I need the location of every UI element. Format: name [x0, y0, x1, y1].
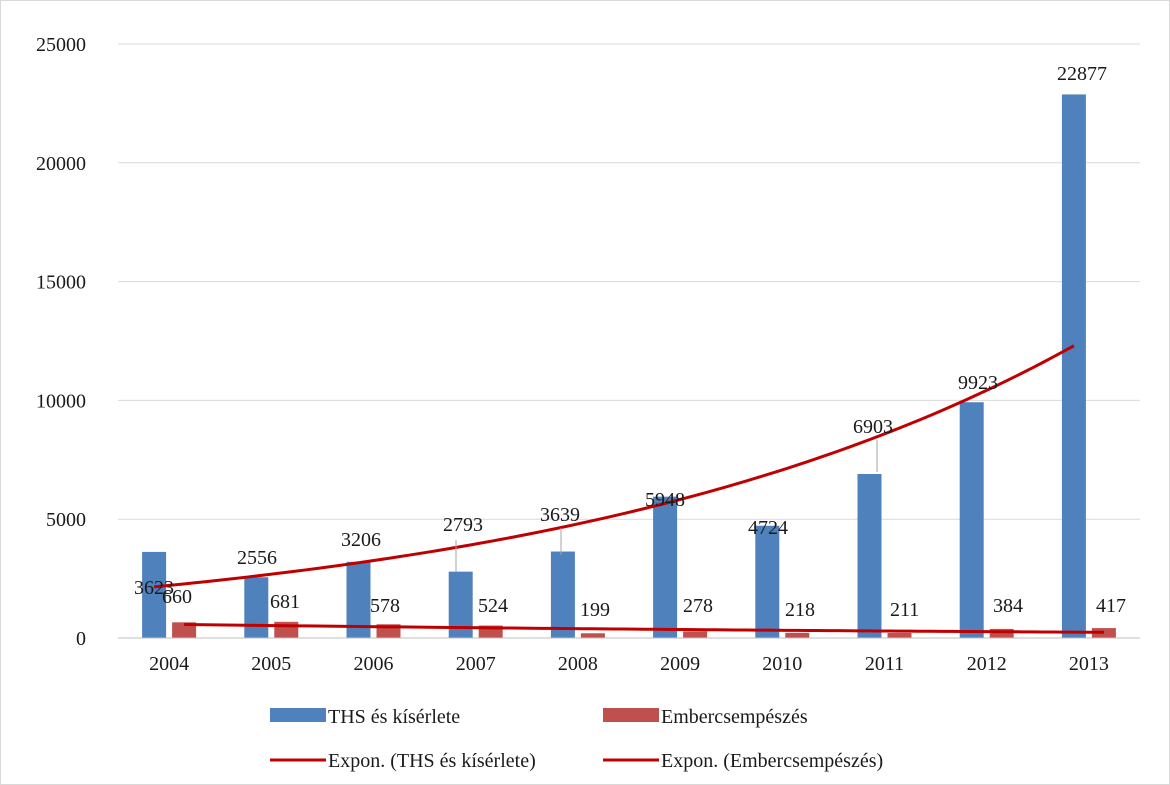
x-tick-label: 2009 [660, 653, 700, 675]
data-label-embercsempeszes: 218 [785, 599, 815, 621]
bar-ths [653, 496, 678, 638]
trendline-ths [153, 344, 1075, 589]
y-tick-label: 10000 [36, 390, 86, 412]
data-label-ths: 2793 [443, 514, 483, 536]
bar-ths [857, 473, 882, 638]
y-tick-label: 15000 [36, 272, 86, 294]
x-tick-label: 2006 [354, 653, 394, 675]
x-tick-label: 2007 [456, 653, 496, 675]
bar-ths [755, 525, 780, 638]
y-tick-label: 5000 [46, 509, 86, 531]
data-label-embercsempeszes: 578 [370, 595, 400, 617]
data-label-embercsempeszes: 681 [270, 591, 300, 613]
x-tick-label: 2013 [1069, 653, 1109, 675]
x-tick-label: 2012 [967, 653, 1007, 675]
data-label-embercsempeszes: 384 [993, 595, 1023, 617]
data-label-ths: 3639 [540, 504, 580, 526]
data-label-ths: 4724 [748, 517, 788, 539]
x-tick-label: 2004 [149, 653, 189, 675]
legend-swatch-embercsempeszes [603, 708, 659, 722]
bar-embercsempeszes [989, 628, 1014, 638]
legend-label-embercsempeszes: Embercsempészés [661, 706, 808, 728]
x-tick-label: 2010 [762, 653, 802, 675]
data-label-ths: 3206 [341, 529, 381, 551]
bar-ths [1061, 94, 1086, 638]
data-label-ths: 6903 [853, 416, 893, 438]
y-tick-label: 20000 [36, 153, 86, 175]
x-tick-label: 2008 [558, 653, 598, 675]
x-tick-label: 2011 [865, 653, 904, 675]
data-label-ths: 22877 [1057, 63, 1107, 85]
data-label-ths: 3623 [134, 577, 174, 599]
data-label-ths: 2556 [237, 547, 277, 569]
bar-embercsempeszes [172, 622, 197, 638]
bar-ths [142, 551, 167, 638]
data-label-embercsempeszes: 660 [162, 586, 192, 608]
data-label-embercsempeszes: 417 [1096, 595, 1126, 617]
data-label-ths: 9923 [958, 372, 998, 394]
x-tick-label: 2005 [251, 653, 291, 675]
bar-ths [959, 402, 984, 638]
bar-embercsempeszes [1091, 628, 1116, 638]
trendline-embercsempeszes [184, 622, 1104, 634]
data-label-embercsempeszes: 211 [890, 599, 919, 621]
bar-embercsempeszes [580, 633, 605, 638]
bar-ths [244, 577, 269, 638]
y-tick-label: 25000 [36, 34, 86, 56]
bar-ths [550, 551, 575, 638]
bar-embercsempeszes [785, 632, 810, 638]
data-label-ths: 5948 [645, 489, 685, 511]
legend-label-ths: THS és kísérlete [328, 706, 460, 728]
data-label-embercsempeszes: 524 [478, 595, 508, 617]
y-tick-label: 0 [76, 628, 86, 650]
bar-embercsempeszes [887, 632, 912, 638]
legend-label-trend-embercsempeszes: Expon. (Embercsempészés) [661, 750, 883, 772]
data-label-embercsempeszes: 199 [580, 599, 610, 621]
bar-embercsempeszes [683, 631, 708, 638]
data-label-embercsempeszes: 278 [683, 595, 713, 617]
legend-swatch-ths [270, 708, 326, 722]
legend-label-trend-ths: Expon. (THS és kísérlete) [328, 750, 536, 772]
